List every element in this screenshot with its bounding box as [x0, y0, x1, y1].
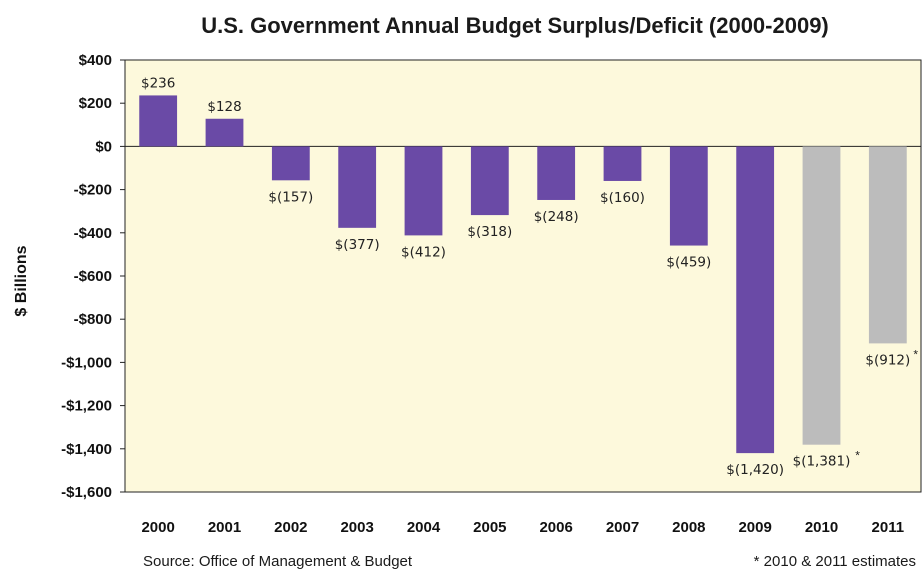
bar-2010	[802, 146, 841, 445]
data-label-2000: $236	[141, 75, 175, 91]
bar-2008	[669, 146, 708, 246]
chart-title: U.S. Government Annual Budget Surplus/De…	[201, 13, 829, 38]
y-tick-label: $400	[79, 52, 112, 69]
bar-2006	[537, 146, 576, 200]
y-tick-label: -$1,000	[61, 354, 112, 371]
data-label-2007: $(160)	[600, 190, 645, 206]
y-tick-label: -$1,400	[61, 441, 112, 458]
data-label-2004: $(412)	[401, 244, 446, 260]
x-tick-label: 2008	[672, 519, 705, 536]
bar-2003	[338, 146, 377, 228]
y-tick-label: -$400	[74, 225, 112, 242]
data-label-2006: $(248)	[534, 209, 579, 225]
y-axis-label: $ Billions	[13, 245, 30, 316]
source-note: Source: Office of Management & Budget	[143, 553, 413, 570]
x-tick-label: 2009	[738, 519, 771, 536]
estimates-note: * 2010 & 2011 estimates	[754, 553, 916, 570]
data-label-2009: $(1,420)	[726, 462, 784, 478]
x-tick-label: 2003	[340, 519, 373, 536]
bar-2002	[271, 146, 310, 181]
x-tick-label: 2000	[141, 519, 174, 536]
bar-2000	[139, 95, 178, 147]
y-tick-label: $200	[79, 95, 112, 112]
x-tick-label: 2002	[274, 519, 307, 536]
data-label-2001: $128	[207, 99, 241, 115]
x-tick-label: 2011	[872, 519, 905, 536]
x-tick-label: 2001	[208, 519, 241, 536]
x-tick-label: 2007	[606, 519, 639, 536]
plot-area	[124, 59, 922, 493]
estimate-asterisk: *	[913, 347, 918, 361]
data-labels: $236 $128 $(157) $(377) $(412) $(318) $(248) $(…	[141, 75, 918, 478]
x-axis: 2000 2001 2002 2003 2004 2005 2006 2007 2008 2009…	[141, 519, 904, 536]
estimate-asterisk: *	[855, 449, 860, 463]
bar-2005	[470, 146, 509, 216]
data-label-2005: $(318)	[467, 224, 512, 240]
bar-2009	[736, 146, 775, 454]
data-label-2010: $(1,381)	[793, 454, 851, 470]
bars	[139, 95, 907, 454]
data-label-2008: $(459)	[666, 255, 711, 271]
x-tick-label: 2006	[539, 519, 572, 536]
bar-2007	[603, 146, 642, 181]
y-tick-label: -$1,600	[61, 484, 112, 501]
y-tick-label: -$1,200	[61, 398, 112, 415]
x-tick-label: 2004	[407, 519, 441, 536]
x-tick-label: 2005	[473, 519, 506, 536]
bar-2011	[868, 146, 907, 344]
y-axis: $400 $200 $0 -$200 -$400 -$600 -$800 -$1,000 -$1…	[61, 52, 125, 501]
y-tick-label: -$800	[74, 311, 112, 328]
x-tick-label: 2010	[805, 519, 838, 536]
y-tick-label: -$600	[74, 268, 112, 285]
data-label-2003: $(377)	[335, 237, 380, 253]
y-tick-label: $0	[95, 138, 112, 155]
bar-2001	[205, 118, 244, 147]
y-tick-label: -$200	[74, 182, 112, 199]
data-label-2002: $(157)	[268, 189, 313, 205]
bar-2004	[404, 146, 443, 236]
data-label-2011: $(912)	[865, 352, 910, 368]
